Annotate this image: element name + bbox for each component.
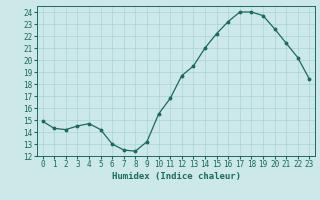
X-axis label: Humidex (Indice chaleur): Humidex (Indice chaleur) (111, 172, 241, 181)
